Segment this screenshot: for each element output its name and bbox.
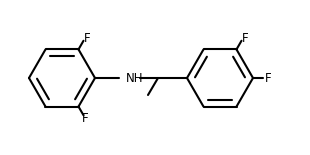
Text: F: F (242, 32, 249, 45)
Text: F: F (84, 32, 91, 45)
Text: F: F (82, 112, 89, 125)
Text: NH: NH (126, 71, 144, 84)
Text: F: F (265, 71, 271, 84)
